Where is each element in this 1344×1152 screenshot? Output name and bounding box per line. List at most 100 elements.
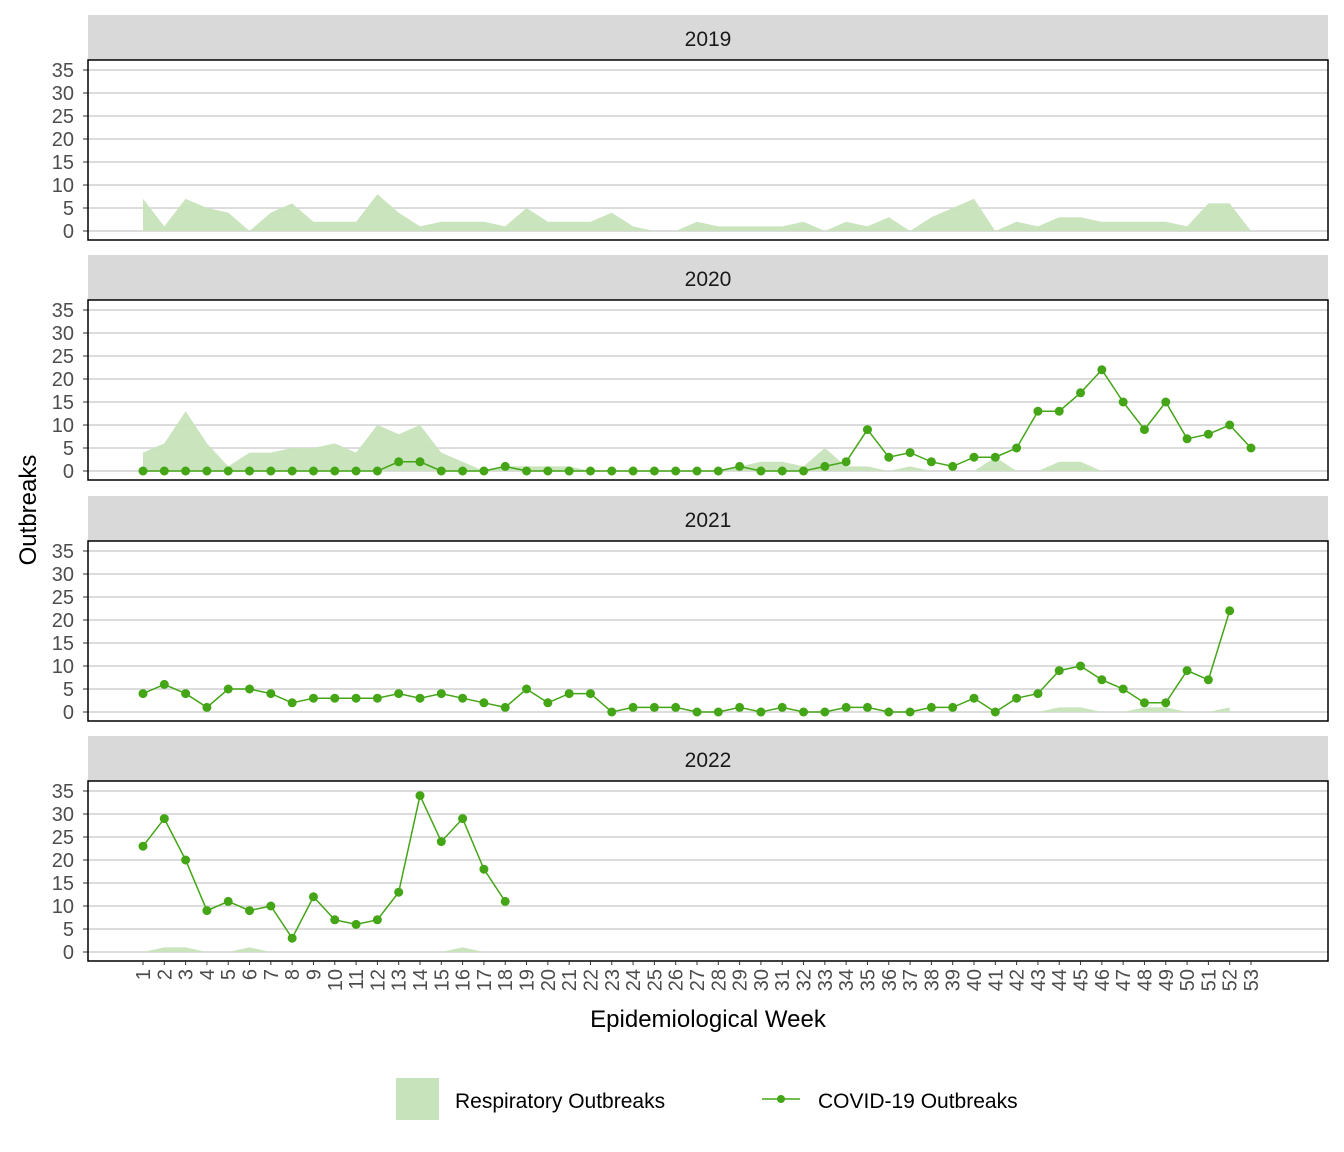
covid-point-week-18 <box>500 461 510 471</box>
y-tick-label: 25 <box>52 827 74 849</box>
panel-border <box>87 780 1329 962</box>
covid-point-week-9 <box>308 892 318 902</box>
x-tick-label: 6 <box>240 969 262 980</box>
x-tick-label: 33 <box>815 969 837 991</box>
covid-point-week-23 <box>607 707 617 717</box>
covid-point-week-3 <box>181 466 191 476</box>
y-tick-label: 15 <box>52 633 74 655</box>
x-tick-label: 1 <box>133 969 155 980</box>
covid-point-week-41 <box>990 707 1000 717</box>
facet-strip <box>88 15 1328 60</box>
x-tick-label: 32 <box>794 969 816 991</box>
y-tick-label: 35 <box>52 300 74 322</box>
x-tick-label: 24 <box>623 969 645 991</box>
covid-point-week-16 <box>458 693 468 703</box>
covid-point-week-2 <box>159 679 169 689</box>
covid-point-week-14 <box>415 693 425 703</box>
covid-point-week-5 <box>223 896 233 906</box>
y-tick-label: 20 <box>52 610 74 632</box>
covid-point-week-35 <box>862 425 872 435</box>
x-tick-label: 7 <box>261 969 283 980</box>
covid-point-week-2 <box>159 814 169 824</box>
x-tick-label: 11 <box>346 969 368 990</box>
x-tick-label: 21 <box>559 969 581 991</box>
covid-point-week-25 <box>649 702 659 712</box>
covid-point-week-23 <box>607 466 617 476</box>
x-tick-label: 51 <box>1198 969 1220 991</box>
y-tick-label: 25 <box>52 346 74 368</box>
y-tick-label: 35 <box>52 60 74 82</box>
legend-key-covid-point <box>777 1095 785 1103</box>
covid-point-week-32 <box>799 466 809 476</box>
covid-point-week-17 <box>479 698 489 708</box>
legend-label-covid: COVID-19 Outbreaks <box>818 1090 1018 1113</box>
covid-point-week-20 <box>543 698 553 708</box>
x-tick-label: 25 <box>644 969 666 991</box>
covid-point-week-24 <box>628 702 638 712</box>
covid-point-week-10 <box>330 693 340 703</box>
covid-point-week-14 <box>415 457 425 467</box>
y-tick-label: 15 <box>52 152 74 174</box>
x-tick-label: 52 <box>1220 969 1242 991</box>
panel-border <box>87 540 1329 722</box>
covid-point-week-6 <box>245 906 255 916</box>
x-tick-label: 50 <box>1177 969 1199 991</box>
y-tick-label: 10 <box>52 896 74 918</box>
covid-point-week-49 <box>1161 397 1171 407</box>
covid-point-week-30 <box>756 707 766 717</box>
y-tick-label: 30 <box>52 564 74 586</box>
covid-point-week-3 <box>181 855 191 865</box>
y-tick-label: 30 <box>52 83 74 105</box>
covid-line <box>142 793 506 940</box>
y-tick-label: 10 <box>52 415 74 437</box>
covid-point-week-17 <box>479 466 489 476</box>
covid-point-week-38 <box>926 457 936 467</box>
y-tick-label: 25 <box>52 587 74 609</box>
covid-point-week-36 <box>884 452 894 462</box>
x-tick-label: 12 <box>367 969 389 991</box>
x-tick-label: 5 <box>218 969 240 980</box>
x-tick-label: 4 <box>197 969 219 980</box>
covid-point-week-47 <box>1118 397 1128 407</box>
covid-point-week-17 <box>479 864 489 874</box>
x-tick-label: 3 <box>176 969 198 980</box>
covid-point-week-5 <box>223 466 233 476</box>
covid-point-week-22 <box>585 689 595 699</box>
covid-point-week-6 <box>245 684 255 694</box>
y-tick-label: 0 <box>63 221 74 243</box>
x-tick-label: 44 <box>1049 969 1071 991</box>
covid-point-week-29 <box>735 702 745 712</box>
y-tick-label: 15 <box>52 873 74 895</box>
covid-point-week-1 <box>138 841 148 851</box>
covid-point-week-43 <box>1033 689 1043 699</box>
x-tick-label: 14 <box>410 969 432 991</box>
x-tick-label: 45 <box>1071 969 1093 991</box>
x-tick-label: 28 <box>708 969 730 991</box>
covid-point-week-18 <box>500 896 510 906</box>
x-tick-label: 20 <box>538 969 560 991</box>
covid-point-week-12 <box>372 915 382 925</box>
covid-point-week-47 <box>1118 684 1128 694</box>
covid-point-week-50 <box>1182 666 1192 676</box>
x-tick-label: 31 <box>772 969 794 991</box>
covid-point-week-53 <box>1246 443 1256 453</box>
x-tick-label: 16 <box>453 969 475 991</box>
covid-point-week-49 <box>1161 698 1171 708</box>
covid-point-week-32 <box>799 707 809 717</box>
covid-point-week-51 <box>1203 675 1213 685</box>
panel-border <box>87 59 1329 241</box>
y-tick-label: 35 <box>52 541 74 563</box>
facet-strip <box>88 736 1328 781</box>
panel-border <box>87 299 1329 481</box>
covid-point-week-50 <box>1182 434 1192 444</box>
y-tick-label: 15 <box>52 392 74 414</box>
y-tick-label: 35 <box>52 781 74 803</box>
respiratory-area <box>143 194 1251 231</box>
covid-point-week-33 <box>820 461 830 471</box>
covid-point-week-8 <box>287 698 297 708</box>
covid-point-week-13 <box>394 887 404 897</box>
legend: Respiratory Outbreaks COVID-19 Outbreaks <box>396 1078 1018 1120</box>
respiratory-area <box>143 411 1251 471</box>
covid-point-week-42 <box>1012 443 1022 453</box>
